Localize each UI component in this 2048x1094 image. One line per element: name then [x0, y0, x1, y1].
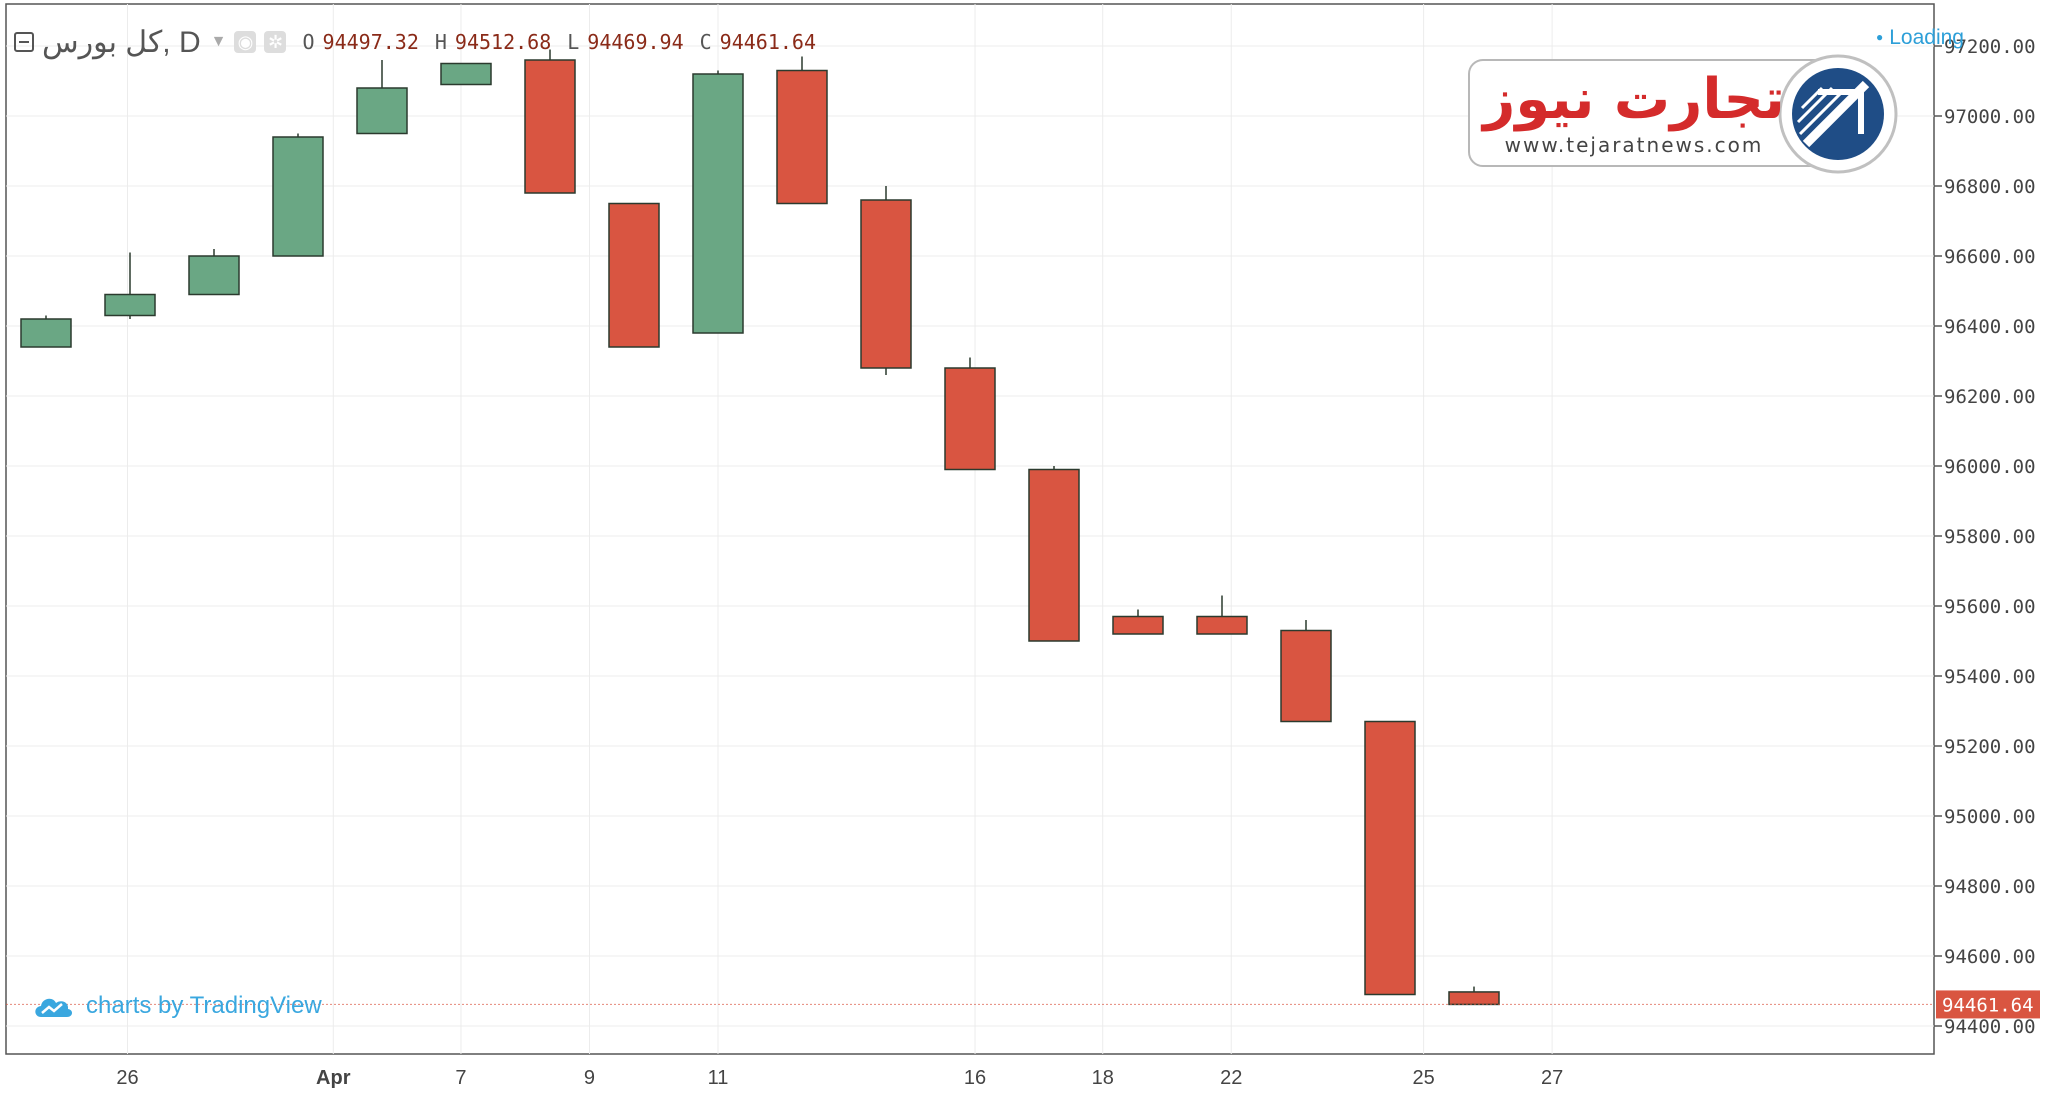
- open-value: 94497.32: [322, 30, 419, 54]
- candle[interactable]: [608, 202, 660, 348]
- candle-body: [356, 87, 408, 135]
- y-tick-label: 96400.00: [1944, 316, 2036, 338]
- y-tick-label: 97200.00: [1944, 36, 2036, 58]
- chevron-down-icon[interactable]: ▼: [210, 33, 227, 50]
- logo-url: www.tejaratnews.com: [1505, 133, 1764, 157]
- x-axis[interactable]: 26 Apr 7 9 11 16 18 22 25 27: [116, 1067, 1563, 1089]
- symbol-title[interactable]: کل بورس, D: [42, 25, 201, 59]
- candle-body: [944, 367, 996, 471]
- candle[interactable]: [1448, 986, 1500, 1006]
- y-tick-label: 96000.00: [1944, 456, 2036, 478]
- candle[interactable]: [1280, 620, 1332, 723]
- grid-lines: [5, 3, 1935, 1055]
- collapse-legend-button[interactable]: [14, 32, 34, 52]
- candle[interactable]: [356, 60, 408, 135]
- y-tick-label: 97000.00: [1944, 106, 2036, 128]
- legend-bar: کل بورس, D ▼ ◉ ✲ O 94497.32 H 94512.68 L…: [14, 24, 816, 60]
- low-value: 94469.94: [587, 30, 684, 54]
- candle-body: [524, 59, 576, 194]
- candle[interactable]: [692, 70, 744, 334]
- candle[interactable]: [440, 62, 492, 86]
- candle-body: [20, 318, 72, 348]
- y-tick-label: 96200.00: [1944, 386, 2036, 408]
- y-tick-label: 95800.00: [1944, 526, 2036, 548]
- y-tick-label: 95600.00: [1944, 596, 2036, 618]
- close-value: 94461.64: [719, 30, 816, 54]
- y-tick-label: 96800.00: [1944, 176, 2036, 198]
- x-tick-label: 26: [116, 1067, 138, 1089]
- low-label: L: [567, 30, 580, 54]
- candle-body: [776, 69, 828, 205]
- last-price-label: 94461.64: [1942, 994, 2034, 1016]
- tejaratnews-logo: تجارت نیوز www.tejaratnews.com: [1468, 54, 1898, 174]
- candle-body: [1364, 720, 1416, 996]
- candle[interactable]: [20, 315, 72, 348]
- loading-status: Loading: [1876, 26, 1964, 50]
- gear-icon[interactable]: ✲: [264, 31, 287, 53]
- candle-body: [1028, 468, 1080, 642]
- y-tick-label: 94400.00: [1944, 1016, 2036, 1038]
- candle-body: [1196, 615, 1248, 635]
- x-tick-label: 25: [1412, 1067, 1434, 1089]
- close-label: C: [699, 30, 712, 54]
- x-tick-label: 27: [1541, 1067, 1563, 1089]
- x-tick-label: 22: [1220, 1067, 1242, 1089]
- x-tick-label: 11: [708, 1067, 729, 1089]
- logo-name: تجارت نیوز: [1480, 67, 1785, 132]
- y-tick-label: 95400.00: [1944, 666, 2036, 688]
- eye-icon[interactable]: ◉: [234, 31, 257, 53]
- y-tick-label: 95200.00: [1944, 736, 2036, 758]
- x-tick-label: 18: [1092, 1067, 1114, 1089]
- y-tick-label: 94600.00: [1944, 946, 2036, 968]
- candle[interactable]: [104, 252, 156, 320]
- high-label: H: [434, 30, 447, 54]
- candle-series[interactable]: [20, 49, 1500, 1006]
- candle[interactable]: [944, 357, 996, 471]
- last-price-badge: [1936, 990, 2040, 1019]
- candle-body: [1448, 991, 1500, 1006]
- candle-body: [272, 136, 324, 257]
- x-tick-label: 7: [455, 1067, 466, 1089]
- candle[interactable]: [1028, 466, 1080, 642]
- y-tick-label: 94800.00: [1944, 876, 2036, 898]
- candle-body: [608, 202, 660, 348]
- candle[interactable]: [1364, 720, 1416, 996]
- x-tick-label: 16: [964, 1067, 986, 1089]
- tradingview-watermark[interactable]: charts by TradingView: [32, 992, 322, 1020]
- candle[interactable]: [524, 49, 576, 194]
- candle-body: [104, 293, 156, 317]
- high-value: 94512.68: [454, 30, 552, 54]
- x-tick-label: 9: [584, 1067, 595, 1089]
- candle-body: [860, 199, 912, 369]
- candle[interactable]: [860, 186, 912, 375]
- candle[interactable]: [776, 56, 828, 205]
- watermark-text: charts by TradingView: [86, 992, 322, 1019]
- cloud-icon: [35, 998, 73, 1017]
- candle-body: [692, 73, 744, 334]
- x-tick-label: Apr: [316, 1067, 351, 1089]
- y-axis[interactable]: 94400.00 94600.00 94800.00 95000.00 95200.00…: [1934, 36, 2040, 1038]
- y-tick-label: 96600.00: [1944, 246, 2036, 268]
- candle-body: [1280, 629, 1332, 723]
- candle-body: [1112, 615, 1164, 635]
- open-label: O: [302, 30, 315, 54]
- candle[interactable]: [1196, 595, 1248, 635]
- candle-body: [188, 255, 240, 296]
- candle[interactable]: [188, 249, 240, 296]
- candle-body: [440, 62, 492, 86]
- y-tick-label: 95000.00: [1944, 806, 2036, 828]
- candle[interactable]: [1112, 609, 1164, 635]
- candle[interactable]: [272, 133, 324, 257]
